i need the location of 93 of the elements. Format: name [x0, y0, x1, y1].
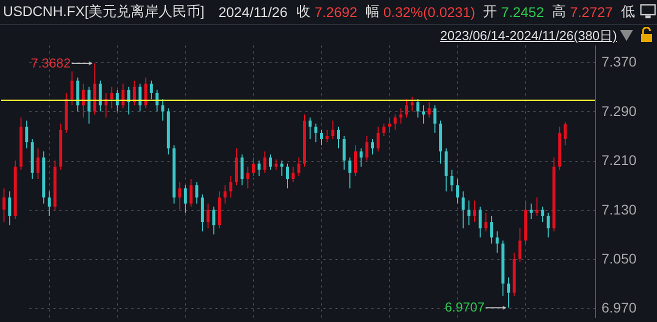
candlestick: [456, 178, 460, 204]
candlestick: [360, 148, 363, 168]
annotation: 6.9707: [444, 300, 485, 315]
candlestick: [337, 126, 340, 149]
candlestick: [25, 120, 28, 149]
text: 开: [483, 3, 498, 21]
candlestick: [535, 196, 538, 216]
candlestick: [467, 200, 470, 226]
candlestick: [564, 122, 567, 146]
candlestick: [490, 215, 494, 244]
candlestick: [518, 228, 522, 263]
text: 7.2452: [501, 4, 544, 20]
text: 7.2727: [570, 4, 613, 20]
candlestick: [212, 206, 216, 235]
candlestick: [258, 160, 261, 176]
y-tick-label: 7.050: [602, 250, 637, 266]
candlestick: [342, 136, 346, 170]
candlestick: [144, 77, 148, 109]
candlestick: [190, 178, 193, 208]
y-tick-label: 7.130: [602, 201, 637, 218]
candlestick: [546, 212, 550, 238]
text: 收: [296, 3, 310, 21]
candlestick: [331, 120, 334, 140]
y-tick-label: 7.210: [602, 152, 637, 168]
candlestick: [274, 158, 278, 170]
candlestick: [382, 123, 386, 136]
text: 高: [552, 3, 566, 21]
candlestick: [428, 102, 431, 118]
candlestick: [110, 86, 114, 109]
candlestick: [348, 157, 352, 189]
candlestick: [195, 182, 198, 204]
candlestick: [450, 169, 454, 192]
text: 2023/06/14-2024/11/26(380日): [440, 27, 617, 45]
candlestick: [82, 83, 85, 118]
text: 幅: [365, 3, 380, 21]
candlestick: [138, 83, 142, 112]
candlestick: [320, 129, 323, 146]
candlestick: [268, 154, 272, 170]
candlestick: [36, 148, 40, 180]
y-tick-label: 7.370: [602, 54, 637, 70]
candlestick: [399, 108, 402, 124]
candlestick: [292, 166, 295, 183]
candlestick: [478, 206, 482, 238]
candlestick: [178, 182, 182, 210]
chart-title: USDCNH.FX[美元兑离岸人民币]: [3, 3, 204, 21]
candlestick: [8, 190, 12, 226]
candlestick: [240, 154, 244, 186]
candlestick: [206, 203, 210, 229]
candlestick: [405, 98, 408, 118]
candlestick: [252, 157, 255, 176]
candlestick: [433, 104, 436, 134]
candlestick: [376, 126, 380, 152]
candlestick: [507, 276, 510, 308]
candlestick: [541, 206, 544, 223]
candlestick: [70, 70, 74, 106]
candlestick: [246, 166, 250, 189]
candlestick: [422, 104, 426, 124]
candlestick: [308, 117, 312, 140]
text: 7.2692: [314, 4, 358, 20]
candlestick: [388, 117, 392, 134]
candlestick: [484, 212, 488, 232]
y-tick-label: 7.290: [602, 102, 637, 119]
candlestick: [496, 230, 499, 254]
candlestick: [410, 96, 414, 112]
candlestick: [122, 83, 125, 109]
text: 0.32%(0.0231): [383, 4, 476, 20]
candlestick: [2, 188, 6, 223]
text: 2024/11/26: [218, 4, 288, 20]
y-tick-label: 6.970: [602, 300, 637, 316]
candlestick: [161, 98, 164, 122]
text: 低: [620, 3, 635, 21]
candlestick: [286, 163, 289, 189]
candlestick: [184, 184, 187, 214]
candlestick: [365, 136, 368, 162]
candlestick: [326, 129, 329, 143]
candlestick: [394, 114, 397, 130]
candlestick: [354, 144, 358, 176]
candlestick: [297, 157, 300, 176]
candlestick: [530, 203, 533, 220]
candlestick: [280, 160, 284, 176]
candlestick: [263, 150, 266, 174]
candlestick: [224, 184, 227, 204]
candlestick: [150, 80, 153, 100]
candlestick: [88, 86, 91, 124]
candlestick: [98, 80, 102, 112]
candlestick: [416, 98, 420, 118]
candlestick: [462, 190, 465, 229]
candlestick: [229, 175, 232, 198]
candlestick: [314, 123, 318, 143]
candlestick: [371, 138, 374, 155]
candlestick: [473, 200, 476, 223]
annotation: 7.3682: [30, 55, 71, 70]
candlestick: [48, 190, 51, 216]
